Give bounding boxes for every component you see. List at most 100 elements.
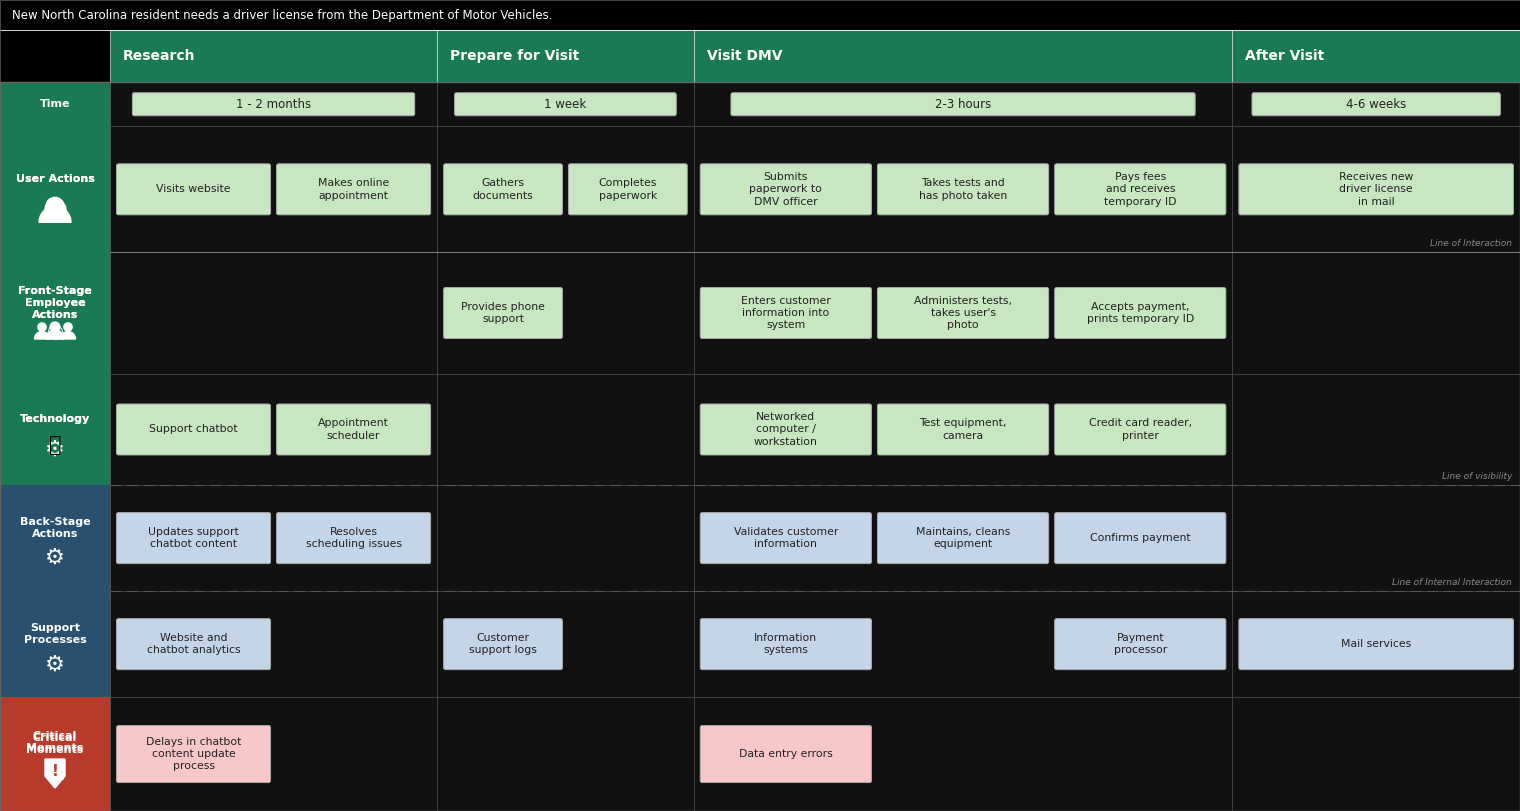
FancyBboxPatch shape <box>277 404 430 455</box>
Text: Visit DMV: Visit DMV <box>707 49 783 63</box>
Bar <box>109 485 438 591</box>
FancyBboxPatch shape <box>701 619 871 670</box>
Text: Administers tests,
takes user's
photo: Administers tests, takes user's photo <box>914 295 1012 330</box>
FancyBboxPatch shape <box>1055 164 1225 215</box>
Text: 4-6 weeks: 4-6 weeks <box>1347 98 1406 111</box>
FancyBboxPatch shape <box>277 513 430 564</box>
Text: !: ! <box>52 764 58 779</box>
Text: Support
Processes: Support Processes <box>24 624 87 645</box>
Text: Delays in chatbot
content update
process: Delays in chatbot content update process <box>146 736 242 771</box>
Text: Support chatbot: Support chatbot <box>149 424 237 435</box>
Text: Customer
support logs: Customer support logs <box>470 633 537 655</box>
Text: ⚙: ⚙ <box>46 548 65 569</box>
Bar <box>438 485 693 591</box>
FancyBboxPatch shape <box>877 404 1049 455</box>
Bar <box>109 591 438 697</box>
Wedge shape <box>40 206 71 222</box>
Text: Line of Internal Interaction: Line of Internal Interaction <box>1392 578 1512 587</box>
Text: Resolves
scheduling issues: Resolves scheduling issues <box>306 527 401 549</box>
Bar <box>109 30 438 82</box>
Text: Website and
chatbot analytics: Website and chatbot analytics <box>147 633 240 655</box>
Bar <box>109 82 438 127</box>
Text: Visits website: Visits website <box>157 184 231 195</box>
FancyBboxPatch shape <box>1055 619 1225 670</box>
FancyBboxPatch shape <box>117 164 271 215</box>
FancyBboxPatch shape <box>444 288 562 338</box>
FancyBboxPatch shape <box>701 513 871 564</box>
FancyBboxPatch shape <box>1239 619 1514 670</box>
Circle shape <box>46 197 64 216</box>
Text: Line of visibility: Line of visibility <box>1441 472 1512 481</box>
Bar <box>1233 252 1520 374</box>
Wedge shape <box>35 332 50 339</box>
Text: Prepare for Visit: Prepare for Visit <box>450 49 579 63</box>
Text: Appointment
scheduler: Appointment scheduler <box>318 418 389 440</box>
Bar <box>438 30 693 82</box>
Text: ⚙: ⚙ <box>46 440 65 460</box>
Polygon shape <box>46 759 65 788</box>
Text: User Actions: User Actions <box>15 174 94 184</box>
Text: Critical
Moments: Critical Moments <box>26 733 84 755</box>
Text: Research: Research <box>123 49 196 63</box>
Bar <box>109 374 438 485</box>
Bar <box>0 82 1520 811</box>
Text: Front-Stage
Employee
Actions: Front-Stage Employee Actions <box>18 286 91 320</box>
Wedge shape <box>61 332 76 339</box>
FancyBboxPatch shape <box>701 404 871 455</box>
FancyBboxPatch shape <box>117 513 271 564</box>
Text: Gathers
documents: Gathers documents <box>473 178 534 200</box>
Bar <box>1233 127 1520 252</box>
Wedge shape <box>46 330 64 339</box>
Text: User Actions: User Actions <box>15 174 94 184</box>
Bar <box>1233 697 1520 811</box>
Text: Validates customer
information: Validates customer information <box>734 527 838 549</box>
Text: Technology: Technology <box>20 414 90 424</box>
Text: ⚠: ⚠ <box>46 764 64 784</box>
FancyBboxPatch shape <box>1239 164 1514 215</box>
Text: Line of Interaction: Line of Interaction <box>1430 239 1512 248</box>
Bar <box>109 697 438 811</box>
Text: Networked
computer /
workstation: Networked computer / workstation <box>754 412 818 447</box>
FancyBboxPatch shape <box>701 164 871 215</box>
FancyBboxPatch shape <box>1252 92 1500 116</box>
FancyBboxPatch shape <box>1055 288 1225 338</box>
FancyBboxPatch shape <box>117 404 271 455</box>
Text: ⬤: ⬤ <box>43 198 67 221</box>
FancyBboxPatch shape <box>117 619 271 670</box>
Text: Maintains, cleans
equipment: Maintains, cleans equipment <box>917 527 1011 549</box>
Bar <box>0 0 1520 82</box>
Bar <box>109 127 438 252</box>
Bar <box>693 82 1233 127</box>
Bar <box>438 127 693 252</box>
Text: ⚙: ⚙ <box>46 654 65 674</box>
Bar <box>438 591 693 697</box>
Bar <box>693 252 1233 374</box>
Bar <box>1233 591 1520 697</box>
FancyBboxPatch shape <box>701 726 871 783</box>
Text: Takes tests and
has photo taken: Takes tests and has photo taken <box>920 178 1008 200</box>
FancyBboxPatch shape <box>877 513 1049 564</box>
Text: 2-3 hours: 2-3 hours <box>935 98 991 111</box>
Text: Front-Stage
Employee
Actions: Front-Stage Employee Actions <box>18 286 91 320</box>
Text: Receives new
driver license
in mail: Receives new driver license in mail <box>1339 172 1414 207</box>
FancyBboxPatch shape <box>277 164 430 215</box>
FancyBboxPatch shape <box>568 164 687 215</box>
Bar <box>693 127 1233 252</box>
Text: Enters customer
information into
system: Enters customer information into system <box>740 295 831 330</box>
Circle shape <box>50 322 59 332</box>
FancyBboxPatch shape <box>877 288 1049 338</box>
Bar <box>0 485 109 697</box>
Text: Provides phone
support: Provides phone support <box>461 302 546 324</box>
Text: Payment
processor: Payment processor <box>1114 633 1167 655</box>
Bar <box>0 0 1520 30</box>
FancyBboxPatch shape <box>444 619 562 670</box>
Text: New North Carolina resident needs a driver license from the Department of Motor : New North Carolina resident needs a driv… <box>12 8 552 22</box>
Text: Confirms payment: Confirms payment <box>1090 533 1190 543</box>
Text: Information
systems: Information systems <box>754 633 818 655</box>
Text: ⚇: ⚇ <box>46 323 64 343</box>
FancyBboxPatch shape <box>132 92 415 116</box>
Text: Time: Time <box>40 99 70 109</box>
Bar <box>693 374 1233 485</box>
FancyBboxPatch shape <box>444 164 562 215</box>
Text: Data entry errors: Data entry errors <box>739 749 833 759</box>
